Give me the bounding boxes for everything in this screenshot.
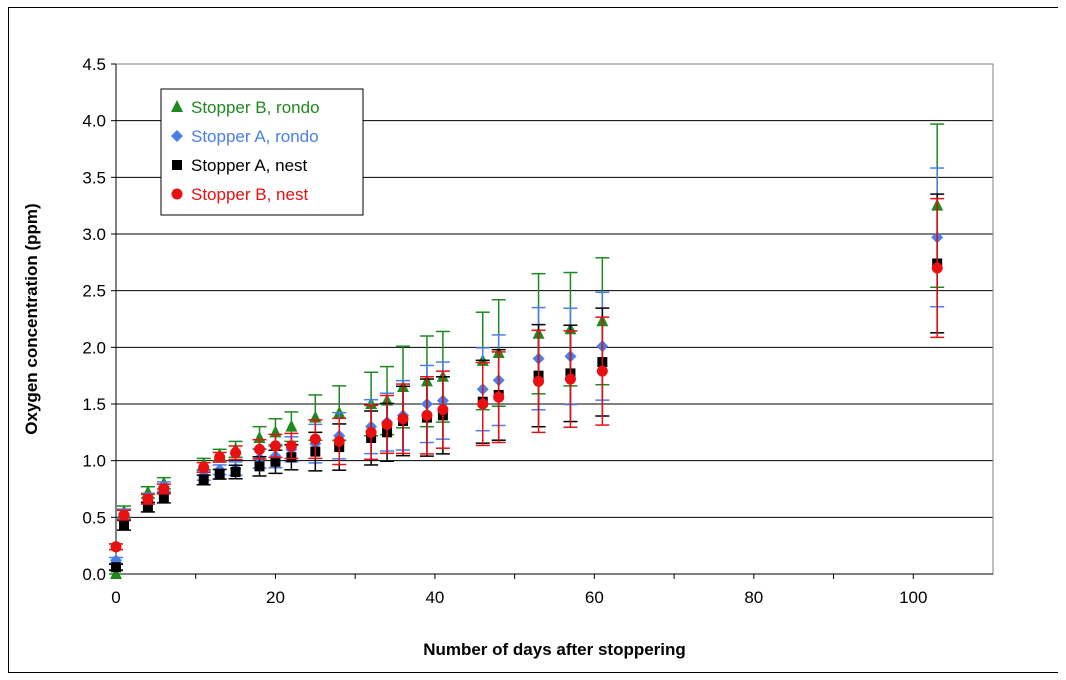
legend-label: Stopper B, nest — [191, 185, 308, 204]
data-point — [564, 373, 576, 385]
y-tick-label: 4.0 — [82, 112, 106, 131]
data-point — [381, 418, 393, 430]
series-stopper-b-nest — [109, 197, 945, 553]
data-point — [269, 440, 281, 452]
data-point — [309, 433, 321, 445]
legend-marker — [171, 188, 183, 200]
series-stopper-a-nest — [109, 193, 945, 573]
x-tick-label: 40 — [425, 588, 444, 607]
x-tick-label: 20 — [266, 588, 285, 607]
legend: Stopper B, rondo Stopper A, rondo Stopper … — [160, 88, 364, 216]
data-point — [198, 461, 210, 473]
data-point — [158, 483, 170, 495]
y-tick-label: 0.5 — [82, 508, 106, 527]
y-tick-label: 3.5 — [82, 168, 106, 187]
data-point — [158, 493, 169, 504]
legend-label: Stopper A, nest — [191, 156, 308, 175]
legend-marker — [171, 100, 183, 112]
legend-label: Stopper B, rondo — [191, 98, 320, 117]
data-point — [333, 435, 345, 447]
data-point — [285, 440, 297, 452]
data-point — [142, 502, 153, 513]
data-point — [230, 447, 242, 459]
data-point — [931, 262, 943, 274]
data-point — [254, 443, 266, 455]
data-point — [118, 520, 129, 531]
y-tick-label: 2.0 — [82, 338, 106, 357]
x-tick-label: 80 — [744, 588, 763, 607]
x-axis: 0 20 40 60 80 100 — [111, 573, 993, 607]
data-point — [198, 474, 209, 485]
data-point — [493, 391, 505, 403]
data-point — [533, 375, 545, 387]
data-point — [285, 419, 298, 432]
data-point — [397, 413, 409, 425]
data-point — [270, 456, 281, 467]
data-point — [477, 398, 489, 410]
legend-marker — [172, 160, 182, 170]
series-stopper-a-rondo — [109, 167, 945, 567]
data-point — [214, 451, 226, 463]
data-point — [254, 461, 265, 472]
y-tick-label: 0.0 — [82, 565, 106, 584]
data-point — [110, 541, 122, 553]
legend-label: Stopper A, rondo — [191, 127, 319, 146]
series-layer — [109, 123, 945, 579]
x-tick-label: 60 — [585, 588, 604, 607]
y-tick-label: 4.5 — [82, 55, 106, 74]
y-tick-label: 1.5 — [82, 395, 106, 414]
data-point — [596, 365, 608, 377]
data-point — [421, 409, 433, 421]
data-point — [365, 426, 377, 438]
y-tick-label: 1.0 — [82, 452, 106, 471]
legend-marker — [171, 130, 183, 142]
data-point — [110, 567, 122, 579]
data-point — [230, 467, 241, 477]
y-tick-label: 2.5 — [82, 282, 106, 301]
legend-box — [160, 88, 364, 216]
data-point — [214, 469, 225, 480]
x-tick-label: 0 — [111, 588, 120, 607]
y-axis: 0.0 0.5 1.0 1.5 2.0 2.5 3.0 3.5 4.0 4.5 — [82, 55, 117, 584]
y-tick-label: 3.0 — [82, 225, 106, 244]
data-point — [437, 404, 449, 416]
y-axis-title: Oxygen concentration (ppm) — [22, 203, 41, 434]
data-point — [118, 509, 130, 521]
chart-area-frame — [8, 7, 1058, 673]
x-axis-title: Number of days after stoppering — [423, 640, 686, 659]
data-point — [142, 493, 154, 505]
data-point — [111, 562, 121, 573]
x-tick-label: 100 — [899, 588, 927, 607]
